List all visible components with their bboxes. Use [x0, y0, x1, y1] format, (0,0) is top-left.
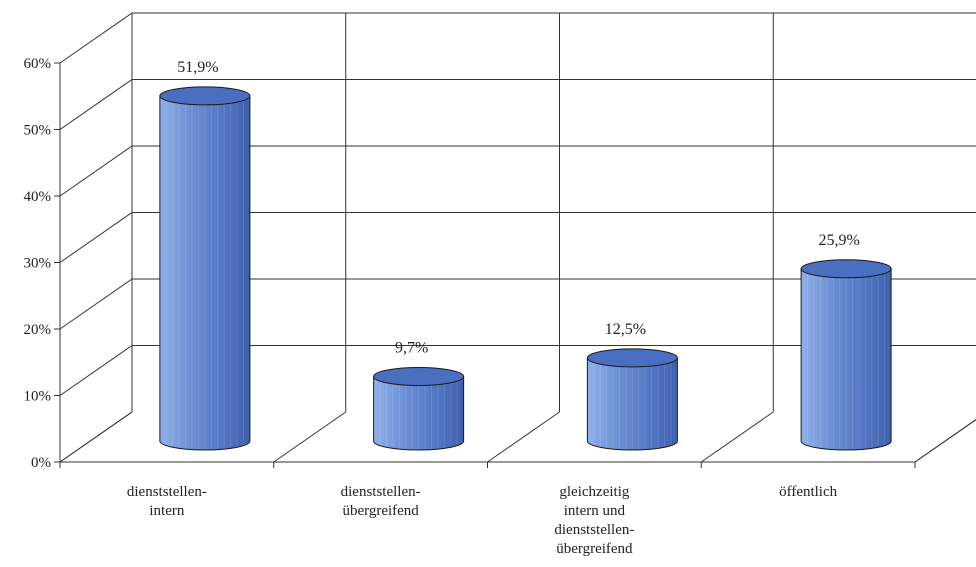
bar-top — [373, 366, 465, 386]
x-axis: dienststellen-intern dienststellen-übergr… — [127, 484, 838, 557]
side-gridline — [59, 278, 133, 330]
data-labels: 51,9% 9,7% 12,5% 25,9% — [177, 59, 860, 357]
x-tick-label: dienststellen-übergreifend — [341, 484, 421, 519]
bar-body — [800, 268, 892, 451]
x-tick-label: gleichzeitig intern und dienststellen-über… — [554, 484, 634, 557]
y-tick-label: 40% — [24, 189, 52, 205]
data-label: 9,7% — [395, 339, 428, 356]
y-tick-label: 0% — [31, 455, 51, 471]
side-gridline — [59, 145, 133, 197]
side-gridline — [59, 212, 133, 263]
x-tick-label: dienststellen-intern — [127, 484, 207, 519]
bar — [800, 259, 892, 451]
bar-body — [373, 375, 465, 451]
bar — [586, 348, 678, 451]
floor-right-edge — [914, 419, 976, 463]
bar-top — [800, 259, 892, 279]
data-label: 12,5% — [605, 321, 646, 338]
y-tick-label: 20% — [24, 322, 52, 338]
y-axis: 0% 10% 20% 30% 40% 50% 60% — [24, 56, 60, 471]
bar — [159, 86, 251, 451]
side-gridline — [59, 345, 133, 396]
bar-body — [586, 357, 678, 451]
floor-division — [700, 411, 774, 463]
bar-body — [159, 95, 251, 451]
x-tick-label: öffentlich — [779, 484, 838, 500]
y-tick-label: 50% — [24, 123, 52, 139]
data-label: 25,9% — [818, 232, 859, 249]
y-tick-label: 30% — [24, 256, 52, 272]
y-tick-label: 10% — [24, 389, 52, 405]
bar — [373, 366, 465, 451]
chart-walls — [59, 12, 976, 468]
bars — [159, 86, 892, 451]
side-gridline — [59, 79, 133, 130]
bar-top — [159, 86, 251, 106]
y-tick-label: 60% — [24, 56, 52, 72]
data-label: 51,9% — [177, 59, 218, 76]
floor-division — [487, 411, 560, 463]
side-gridline — [59, 12, 133, 64]
bar-top — [586, 348, 678, 368]
floor-division — [59, 411, 133, 463]
floor-division — [914, 419, 976, 463]
floor-division — [273, 411, 347, 463]
